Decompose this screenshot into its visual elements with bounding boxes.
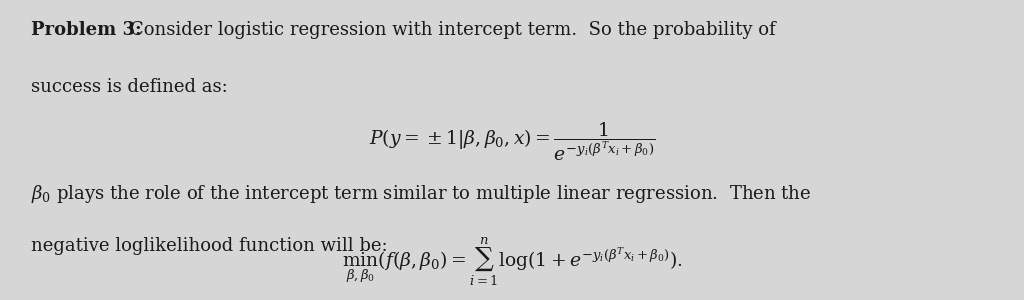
Text: negative loglikelihood function will be:: negative loglikelihood function will be: [31, 237, 387, 255]
Text: $\underset{\beta,\beta_0}{\min}(f(\beta, \beta_0) = \sum_{i=1}^{n} \log(1 + e^{-: $\underset{\beta,\beta_0}{\min}(f(\beta,… [342, 235, 682, 288]
Text: $\beta_0$ plays the role of the intercept term similar to multiple linear regres: $\beta_0$ plays the role of the intercep… [31, 183, 811, 205]
Text: Problem 3:: Problem 3: [31, 21, 141, 39]
Text: $P(y = \pm 1|\beta, \beta_0, x) = \dfrac{1}{e^{-y_i(\beta^T x_i + \beta_0)}}$: $P(y = \pm 1|\beta, \beta_0, x) = \dfrac… [369, 120, 655, 163]
Text: success is defined as:: success is defined as: [31, 78, 227, 96]
Text: Consider logistic regression with intercept term.  So the probability of: Consider logistic regression with interc… [130, 21, 775, 39]
